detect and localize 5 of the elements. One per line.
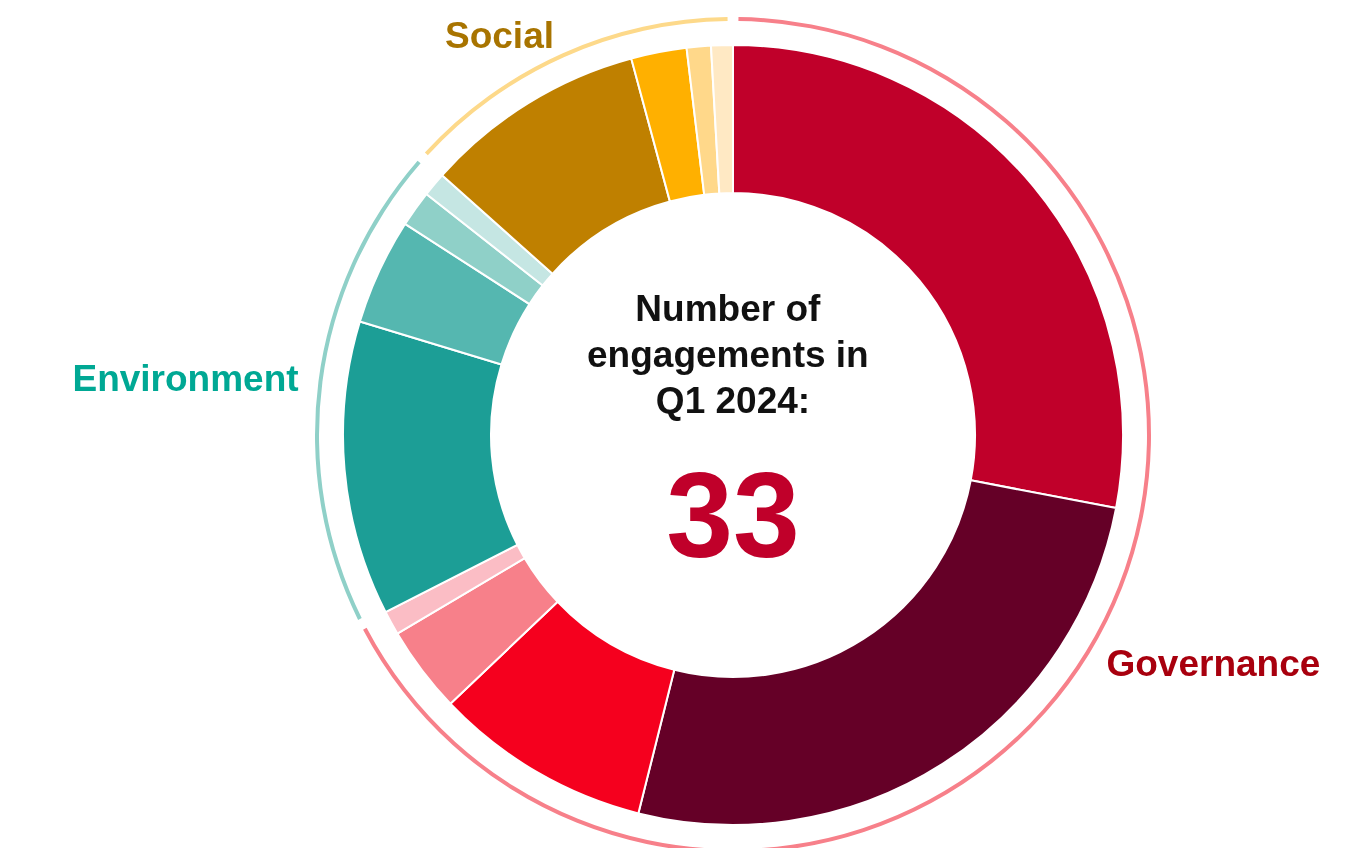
slice-label: Social: [445, 14, 555, 56]
slice-label: Governance: [1106, 643, 1321, 685]
text: Number of engagements in Q1 2024:: [587, 287, 879, 421]
slice-label: Environment: [72, 358, 299, 400]
text: 33: [666, 448, 800, 582]
